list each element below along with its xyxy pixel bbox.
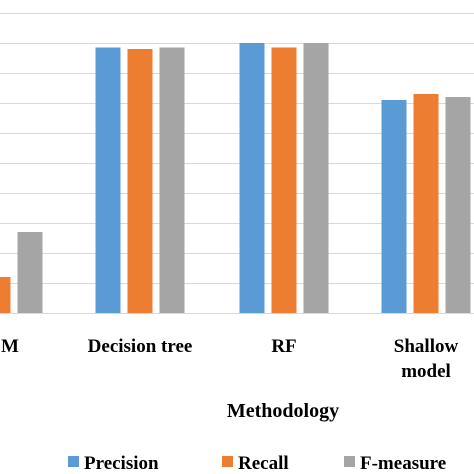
- gridlines: [0, 13, 474, 314]
- bar-recall: [127, 49, 153, 313]
- bar-f-measure: [17, 232, 43, 313]
- x-tick-label: model: [401, 361, 451, 382]
- bar-f-measure: [159, 47, 185, 313]
- bar-recall: [413, 94, 439, 313]
- bar-f-measure: [303, 43, 329, 313]
- x-tick-label: M: [1, 336, 19, 357]
- bar-precision: [381, 100, 407, 313]
- bar-precision: [95, 47, 121, 313]
- legend-label: F-measure: [360, 453, 446, 474]
- bar-precision: [239, 43, 265, 313]
- bar-f-measure: [445, 97, 471, 313]
- x-tick-label: Shallow: [394, 336, 459, 357]
- legend-label: Recall: [238, 453, 289, 474]
- bar-recall: [271, 47, 297, 313]
- x-tick-labels: M Decision tree RF Shallow model: [1, 336, 458, 382]
- x-tick-label: RF: [271, 336, 296, 357]
- x-tick-label: Decision tree: [88, 336, 193, 357]
- legend-label: Precision: [84, 453, 159, 474]
- legend-swatch: [68, 456, 79, 467]
- legend-swatch: [222, 456, 233, 467]
- bar-recall: [0, 277, 11, 313]
- x-axis-title: Methodology: [227, 400, 339, 422]
- bars: [0, 43, 471, 313]
- legend: Precision Recall F-measure: [68, 453, 446, 474]
- legend-swatch: [344, 456, 355, 467]
